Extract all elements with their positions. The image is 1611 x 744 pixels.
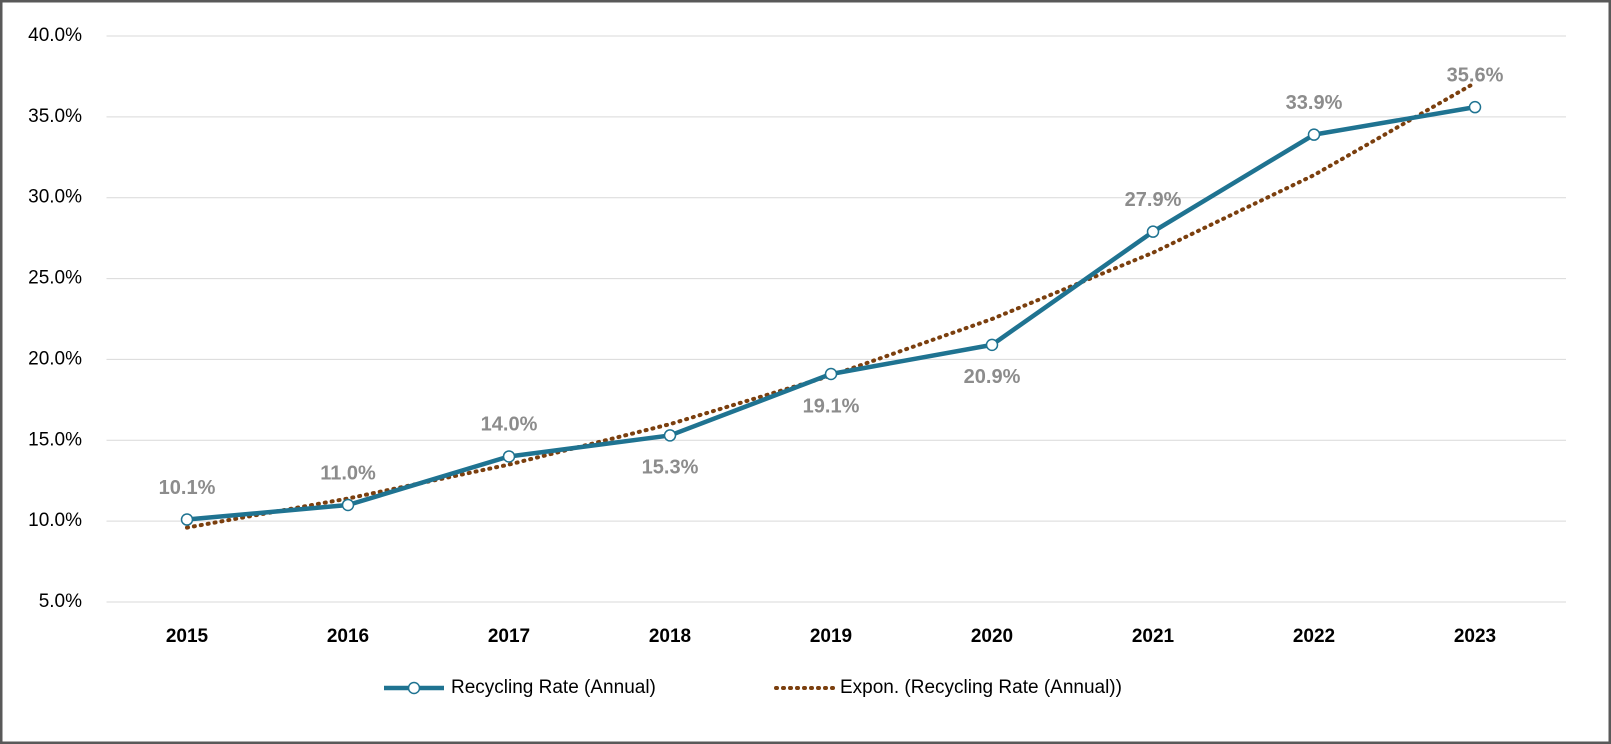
data-label: 15.3% [642, 457, 699, 479]
data-label: 20.9% [964, 366, 1021, 388]
point-marker [824, 367, 838, 381]
point-marker [1468, 100, 1482, 114]
y-tick-label: 20.0% [28, 348, 82, 369]
point-marker [1307, 128, 1321, 141]
point-marker [180, 513, 194, 526]
point-marker [663, 429, 677, 442]
data-label: 14.0% [481, 414, 538, 436]
point-marker [502, 450, 516, 463]
x-tick-label: 2017 [488, 626, 530, 647]
y-tick-label: 40.0% [28, 25, 82, 46]
y-tick-label: 15.0% [28, 429, 82, 450]
legend-label: Expon. (Recycling Rate (Annual)) [840, 677, 1122, 698]
point-marker [341, 498, 355, 512]
x-tick-label: 2023 [1454, 626, 1496, 647]
legend-marker [407, 681, 421, 695]
point-marker [1146, 225, 1160, 238]
x-tick-label: 2021 [1132, 626, 1175, 647]
data-label: 27.9% [1125, 189, 1182, 211]
y-tick-label: 10.0% [28, 510, 82, 531]
y-tick-label: 5.0% [39, 591, 82, 612]
y-tick-label: 35.0% [28, 106, 82, 127]
data-label: 35.6% [1447, 64, 1504, 86]
x-tick-label: 2018 [649, 626, 691, 647]
point-marker [985, 338, 999, 352]
data-label: 10.1% [159, 477, 216, 499]
y-tick-label: 30.0% [28, 187, 82, 208]
x-tick-label: 2019 [810, 626, 852, 647]
data-label: 11.0% [320, 462, 376, 484]
x-tick-label: 2020 [971, 626, 1013, 647]
y-tick-label: 25.0% [28, 268, 82, 289]
data-label: 33.9% [1286, 92, 1343, 114]
legend-label: Recycling Rate (Annual) [451, 677, 656, 698]
x-tick-label: 2022 [1293, 626, 1335, 647]
data-label: 19.1% [803, 395, 860, 417]
x-tick-label: 2016 [327, 626, 369, 647]
x-tick-label: 2015 [166, 626, 209, 647]
